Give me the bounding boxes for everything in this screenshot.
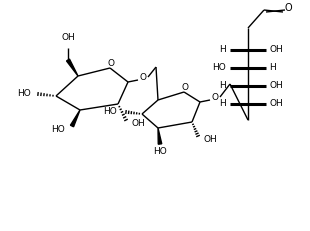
Text: O: O <box>140 73 147 82</box>
Text: OH: OH <box>203 134 217 143</box>
Text: OH: OH <box>269 46 283 55</box>
Text: OH: OH <box>269 82 283 91</box>
Text: H: H <box>219 100 226 109</box>
Text: HO: HO <box>17 89 31 98</box>
Text: HO: HO <box>51 125 65 134</box>
Text: O: O <box>211 94 219 103</box>
Text: OH: OH <box>131 119 145 128</box>
Polygon shape <box>70 110 80 127</box>
Text: HO: HO <box>103 107 117 116</box>
Text: H: H <box>219 82 226 91</box>
Text: O: O <box>181 83 188 92</box>
Text: HO: HO <box>212 64 226 73</box>
Text: HO: HO <box>153 148 167 156</box>
Text: H: H <box>219 46 226 55</box>
Polygon shape <box>67 59 78 76</box>
Text: H: H <box>270 64 277 73</box>
Text: OH: OH <box>61 33 75 43</box>
Polygon shape <box>158 128 162 144</box>
Text: O: O <box>284 3 292 13</box>
Text: O: O <box>108 60 114 69</box>
Text: OH: OH <box>269 100 283 109</box>
